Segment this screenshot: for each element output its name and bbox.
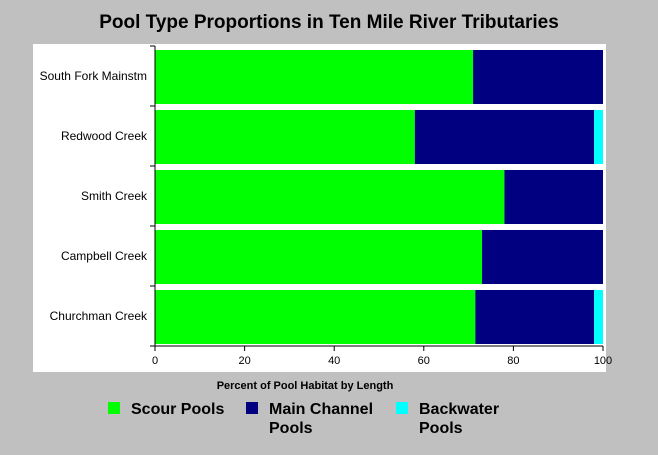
bar-churchman-creek-scour-pools	[155, 290, 476, 344]
bar-redwood-creek-scour-pools	[155, 110, 415, 164]
legend-item-main-channel-pools: Main Channel Pools	[246, 400, 373, 438]
y-tick-label-south-fork-mainstm: South Fork Mainstm	[40, 69, 147, 83]
legend-label-scour-pools: Scour Pools	[131, 401, 225, 418]
legend-swatch-scour-pools	[108, 402, 120, 414]
x-tick-label-80: 80	[507, 355, 519, 367]
legend-swatch-backwater-pools	[396, 402, 408, 414]
x-axis-label: Percent of Pool Habitat by Length	[216, 380, 394, 392]
x-tick-label-0: 0	[152, 355, 158, 367]
x-tick-label-20: 20	[238, 355, 250, 367]
bar-churchman-creek-main-channel-pools	[475, 290, 595, 344]
y-tick-label-campbell-creek: Campbell Creek	[61, 249, 148, 263]
bar-smith-creek-scour-pools	[155, 170, 505, 224]
legend-label-main-channel-pools: Main Channel Pools	[269, 401, 374, 437]
bar-smith-creek-main-channel-pools	[504, 170, 603, 224]
x-tick-label-60: 60	[418, 355, 430, 367]
legend-item-scour-pools: Scour Pools	[108, 400, 224, 419]
bar-redwood-creek-main-channel-pools	[414, 110, 595, 164]
stacked-bar-chart: South Fork Mainstm Redwood Creek Smith Cre…	[33, 44, 612, 372]
bar-south-fork-mainstm-scour-pools	[155, 50, 474, 104]
y-tick-label-smith-creek: Smith Creek	[81, 189, 148, 203]
bar-campbell-creek-main-channel-pools	[482, 230, 603, 284]
legend-item-backwater-pools: Backwater Pools	[396, 400, 499, 438]
x-tick-label-100: 100	[594, 355, 612, 367]
y-tick-label-churchman-creek: Churchman Creek	[50, 309, 148, 323]
bar-redwood-creek-backwater-pools	[594, 110, 603, 164]
chart-title: Pool Type Proportions in Ten Mile River …	[99, 12, 559, 33]
legend-swatch-main-channel-pools	[246, 402, 258, 414]
bar-south-fork-mainstm-main-channel-pools	[473, 50, 603, 104]
x-tick-label-40: 40	[328, 355, 340, 367]
bar-churchman-creek-backwater-pools	[594, 290, 603, 344]
legend-label-backwater-pools: Backwater Pools	[419, 401, 500, 437]
y-tick-label-redwood-creek: Redwood Creek	[61, 129, 148, 143]
bar-campbell-creek-scour-pools	[155, 230, 483, 284]
